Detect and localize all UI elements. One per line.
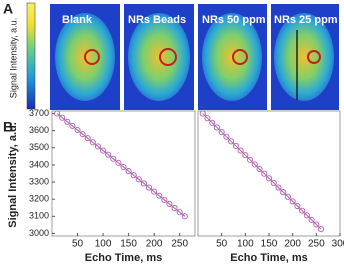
point — [176, 209, 183, 216]
roi — [84, 49, 100, 65]
x-tick-label: 300 — [332, 239, 344, 250]
x-tick-label: 200 — [146, 239, 163, 250]
y-tick-label: 3200 — [29, 194, 49, 204]
point — [181, 213, 188, 220]
point — [223, 133, 230, 140]
point — [280, 189, 287, 196]
x-tick-label: 150 — [120, 239, 137, 250]
point — [247, 156, 254, 163]
line — [56, 113, 186, 217]
point — [171, 205, 178, 212]
roi — [307, 50, 321, 64]
point — [308, 216, 315, 223]
point — [69, 122, 76, 129]
y-tick-label: 3500 — [29, 142, 49, 152]
point — [318, 226, 325, 233]
y-tick-label: 3300 — [29, 176, 49, 186]
y-tick-label: 3000 — [29, 228, 49, 238]
y-tick-label: 3700 — [29, 108, 49, 118]
panel-label: A — [3, 1, 13, 17]
x-tick-label: 50 — [216, 239, 228, 250]
point — [232, 142, 239, 149]
point — [110, 155, 117, 162]
colorbar-label: Signal Intensity, a.u. — [8, 18, 18, 98]
point — [64, 118, 71, 125]
roi — [159, 48, 177, 66]
point — [79, 131, 86, 138]
point — [130, 172, 137, 179]
point — [125, 168, 132, 175]
y-tick-label: 3400 — [29, 159, 49, 169]
point — [289, 198, 296, 205]
point — [284, 193, 291, 200]
x-tick-label: 250 — [308, 239, 325, 250]
point — [303, 212, 310, 219]
point — [115, 159, 122, 166]
point — [313, 221, 320, 228]
point — [251, 161, 258, 168]
point — [145, 184, 153, 191]
point — [105, 151, 112, 158]
point — [275, 184, 282, 191]
point — [199, 110, 206, 117]
y-tick-label: 3600 — [29, 125, 49, 135]
point — [166, 200, 173, 208]
point — [151, 188, 158, 195]
point — [74, 126, 81, 134]
point — [256, 165, 263, 173]
x-tick-label: 150 — [261, 239, 278, 250]
x-tick-label: 50 — [72, 239, 84, 250]
roi — [232, 49, 248, 65]
point — [209, 119, 216, 126]
point — [299, 207, 306, 214]
point — [228, 138, 235, 145]
point — [140, 180, 147, 187]
x-tick-label: 200 — [284, 239, 301, 250]
x-axis-label: Echo Time, ms — [230, 252, 307, 264]
panel-label: B — [3, 119, 13, 135]
point — [204, 115, 211, 122]
x-tick-label: 100 — [95, 239, 112, 250]
point — [270, 179, 277, 186]
colorbar — [26, 2, 36, 110]
x-tick-label: 100 — [237, 239, 254, 250]
point — [89, 139, 96, 146]
point — [54, 110, 61, 117]
point — [100, 147, 107, 154]
point — [237, 147, 244, 154]
point — [294, 202, 301, 210]
point — [59, 114, 66, 121]
point — [218, 129, 225, 136]
point — [84, 135, 91, 142]
point — [135, 176, 142, 183]
y-tick-label: 3100 — [29, 211, 49, 221]
y-axis-label: Signal Intensity, a.u. — [7, 122, 19, 228]
images: Blank NRs Beads NRs 50 ppm NRs 25 ppm — [50, 4, 339, 110]
point — [213, 124, 220, 131]
x-axis-label: Echo Time, ms — [85, 252, 162, 264]
plot-area — [51, 110, 196, 237]
point — [94, 143, 102, 150]
sample — [274, 13, 334, 101]
point — [265, 175, 273, 182]
point — [161, 196, 168, 203]
line — [202, 113, 322, 230]
point — [120, 163, 127, 171]
point — [261, 170, 268, 177]
point — [242, 152, 249, 159]
x-tick-label: 250 — [171, 239, 188, 250]
image-label: NRs 25 ppm — [274, 14, 338, 26]
image-label: NRs Beads — [128, 14, 186, 26]
point — [156, 192, 163, 199]
image-label: NRs 50 ppm — [202, 14, 266, 26]
image-label: Blank — [62, 14, 93, 26]
